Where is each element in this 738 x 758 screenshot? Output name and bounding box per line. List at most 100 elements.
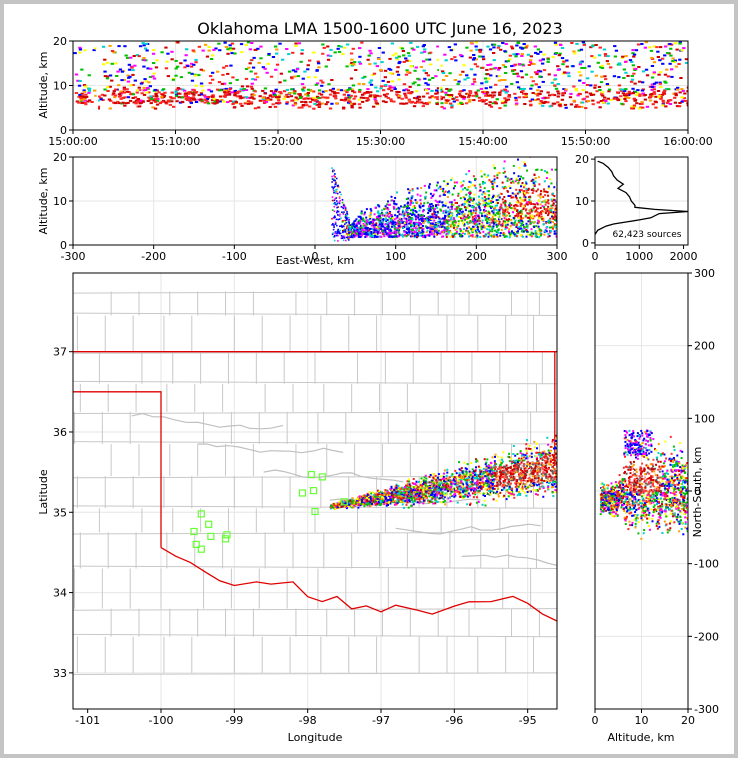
ew-alt-source <box>427 226 430 229</box>
time-height-source <box>655 46 659 49</box>
ew-alt-source <box>379 231 382 234</box>
ew-alt-source <box>371 228 374 231</box>
ew-alt-source <box>496 235 499 238</box>
time-height-source <box>504 60 508 63</box>
time-height-source <box>448 72 452 75</box>
time-height-source <box>652 45 656 48</box>
ew-alt-source <box>539 231 542 234</box>
ew-alt-source <box>445 220 448 223</box>
time-height-source <box>404 96 408 99</box>
time-height-source <box>233 91 237 94</box>
time-height-source <box>422 69 426 72</box>
time-height-source <box>492 59 496 62</box>
ew-alt-source <box>534 180 537 183</box>
time-height-source <box>486 94 490 97</box>
time-height-x-tick-label: 15:00:00 <box>48 135 97 148</box>
time-height-source <box>409 65 413 68</box>
time-height-source <box>394 52 398 55</box>
ew-alt-source <box>499 217 502 220</box>
time-height-source <box>77 84 82 87</box>
county-boundary <box>73 441 557 445</box>
ew-alt-source <box>444 214 446 217</box>
time-height-source <box>154 98 158 100</box>
ew-alt-source <box>345 227 348 230</box>
time-height-source <box>441 96 446 99</box>
ew-alt-source <box>549 210 552 213</box>
ew-alt-source <box>547 187 550 190</box>
time-height-source <box>530 98 534 101</box>
time-height-source <box>226 91 230 94</box>
time-height-source <box>489 68 493 71</box>
time-height-source <box>311 98 315 101</box>
time-height-source <box>302 86 306 89</box>
plan-view-source <box>551 440 554 443</box>
ew-alt-source <box>464 200 467 203</box>
ew-alt-source <box>472 221 475 224</box>
ew-alt-source <box>342 213 345 215</box>
ew-alt-source <box>344 223 346 225</box>
ew-alt-source <box>487 235 490 238</box>
time-height-source <box>629 80 634 83</box>
ew-alt-source <box>394 221 397 224</box>
ew-alt-source <box>532 189 535 192</box>
time-height-source <box>633 90 638 93</box>
ew-alt-source <box>390 218 393 221</box>
ew-alt-source <box>551 214 554 217</box>
river-line <box>263 469 404 483</box>
ew-alt-source <box>434 233 437 235</box>
ew-alt-source <box>343 204 345 207</box>
time-height-source <box>300 100 304 103</box>
ew-alt-source <box>378 224 381 227</box>
time-height-source <box>428 63 433 66</box>
time-height-source <box>83 97 87 100</box>
time-height-source <box>297 42 301 45</box>
time-height-source <box>630 60 634 63</box>
ew-alt-source <box>370 227 373 230</box>
ew-alt-source <box>558 226 560 228</box>
ew-alt-source <box>411 227 414 230</box>
ew-alt-source <box>353 235 356 238</box>
ew-alt-source <box>463 218 466 221</box>
ew-alt-source <box>395 232 398 234</box>
ew-alt-source <box>550 226 553 229</box>
ew-alt-source <box>537 176 540 179</box>
plan-view-source <box>439 497 442 500</box>
ew-alt-source <box>529 222 532 225</box>
ew-alt-source <box>331 178 334 180</box>
time-height-source <box>531 80 535 83</box>
source-count-annotation: 62,423 sources <box>613 230 682 240</box>
ew-alt-source <box>353 223 356 226</box>
ew-alt-source <box>416 235 419 238</box>
time-height-source <box>379 87 383 90</box>
plan-view-source <box>547 449 550 452</box>
ew-alt-source <box>345 213 347 216</box>
time-height-source <box>600 64 604 67</box>
ew-alt-source <box>512 216 515 219</box>
ew-alt-source <box>502 167 505 170</box>
time-height-source <box>197 74 201 77</box>
time-height-source <box>262 99 266 102</box>
plan-view-source <box>436 492 439 495</box>
ew-alt-source <box>413 223 416 226</box>
ew-alt-source <box>446 222 449 225</box>
ew-alt-source <box>532 221 535 224</box>
ew-alt-source <box>503 160 506 163</box>
ew-alt-source <box>368 216 371 218</box>
river-line <box>461 554 557 567</box>
ew-alt-source <box>559 209 561 211</box>
ew-alt-source <box>487 174 490 177</box>
ew-alt-source <box>413 225 416 228</box>
ew-alt-source <box>486 224 489 227</box>
time-height-source <box>497 75 501 78</box>
time-height-source <box>450 58 454 61</box>
time-height-source <box>452 100 456 103</box>
ew-alt-source <box>539 193 542 196</box>
time-height-source <box>468 56 472 59</box>
ew-alt-source <box>436 210 439 213</box>
ew-alt-source <box>419 217 422 220</box>
time-height-source <box>674 92 678 95</box>
time-height-source <box>194 91 199 94</box>
time-height-source <box>558 52 562 55</box>
ew-alt-source <box>332 188 335 190</box>
ew-alt-source <box>431 214 434 217</box>
